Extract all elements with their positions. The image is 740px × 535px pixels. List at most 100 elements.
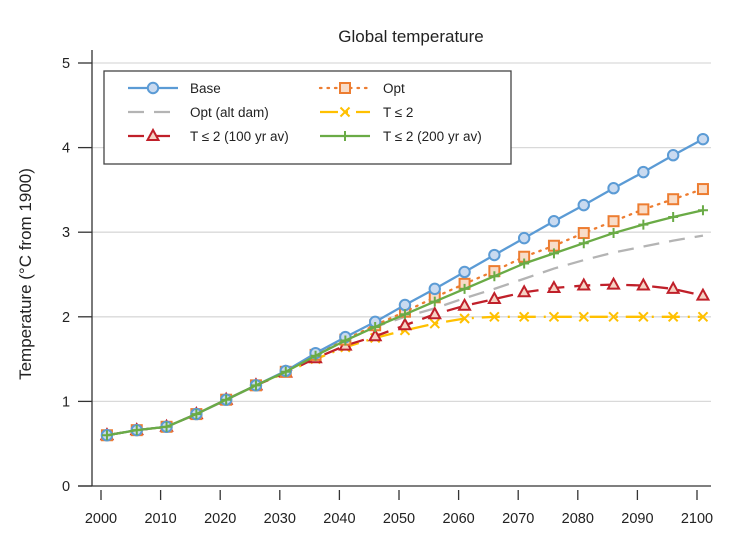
data-point-square — [637, 203, 650, 216]
data-point-plus — [548, 248, 559, 259]
data-point-plus — [191, 409, 202, 420]
data-point-plus — [697, 205, 708, 216]
data-point-square — [696, 183, 709, 196]
data-point-circle — [547, 215, 561, 228]
legend-marker-triangle — [145, 127, 161, 141]
x-tick-label: 2000 — [85, 511, 117, 527]
data-point-x — [697, 311, 709, 323]
data-point-triangle — [457, 297, 472, 311]
data-point-x — [489, 311, 500, 323]
data-point-plus — [221, 394, 232, 405]
data-point-plus — [489, 271, 500, 282]
y-tick-label: 3 — [62, 225, 70, 241]
series-t-2 — [101, 311, 709, 441]
y-axis-ticks: 0 1 2 3 4 5 — [62, 56, 92, 495]
x-tick-label: 2070 — [502, 511, 534, 527]
data-point-triangle — [636, 277, 651, 291]
x-tick-label: 2090 — [621, 511, 653, 527]
data-point-x — [638, 311, 649, 323]
data-point-circle — [607, 182, 620, 195]
legend-label: Base — [190, 81, 221, 96]
series-layer — [99, 132, 711, 442]
legend-item: Base — [128, 81, 221, 96]
series-opt-alt-dam — [106, 234, 704, 437]
legend-marker-plus — [340, 131, 350, 141]
legend-item: Opt (alt dam) — [128, 105, 269, 120]
data-point-x — [518, 311, 530, 323]
data-point-triangle — [487, 290, 502, 305]
legend-label: Opt — [383, 81, 405, 96]
x-tick-label: 2020 — [204, 511, 236, 527]
data-point-x — [578, 311, 589, 323]
y-tick-label: 1 — [62, 394, 70, 410]
y-tick-label: 5 — [62, 56, 70, 72]
legend-label: T ≤ 2 (200 yr av) — [383, 129, 482, 144]
data-point-circle — [666, 149, 680, 162]
series-line — [106, 234, 704, 437]
x-tick-label: 2050 — [383, 511, 415, 527]
y-axis-label: Temperature (°C from 1900) — [16, 168, 35, 380]
data-point-triangle — [695, 287, 711, 301]
data-point-x — [667, 311, 679, 323]
legend-item: T ≤ 2 — [320, 105, 413, 120]
data-point-plus — [131, 425, 142, 436]
legend-marker-x — [339, 106, 351, 118]
data-point-plus — [519, 258, 530, 269]
data-point-circle — [398, 298, 412, 312]
legend: Base Opt Opt (alt dam) T ≤ 2 T ≤ 2 (100 yr a… — [103, 70, 512, 165]
data-point-triangle — [516, 284, 532, 298]
x-tick-label: 2060 — [442, 511, 474, 527]
data-point-x — [459, 313, 470, 324]
data-point-plus — [280, 366, 291, 377]
data-point-triangle — [427, 306, 442, 320]
data-point-x — [548, 311, 560, 323]
data-point-triangle — [397, 317, 413, 331]
series-line — [106, 315, 703, 437]
data-point-plus — [459, 283, 470, 294]
data-point-circle — [696, 132, 710, 146]
data-point-circle — [428, 282, 441, 296]
y-tick-label: 4 — [62, 141, 70, 157]
data-point-plus — [340, 335, 351, 346]
data-point-plus — [310, 350, 321, 361]
legend-box — [103, 70, 512, 165]
data-point-circle — [577, 198, 590, 212]
data-point-triangle — [665, 280, 681, 294]
data-point-plus — [578, 238, 589, 249]
data-point-triangle — [576, 277, 591, 291]
legend-item: T ≤ 2 (100 yr av) — [128, 127, 289, 144]
data-point-plus — [101, 430, 112, 441]
legend-item: Opt — [318, 81, 405, 96]
data-point-circle — [458, 265, 471, 279]
data-point-plus — [161, 421, 172, 432]
data-point-circle — [637, 165, 650, 179]
data-point-plus — [429, 296, 440, 307]
data-point-circle — [517, 231, 531, 245]
data-point-x — [608, 311, 619, 323]
chart-title: Global temperature — [338, 27, 484, 46]
legend-items: Base Opt Opt (alt dam) T ≤ 2 T ≤ 2 (100 yr a… — [128, 81, 482, 144]
data-point-square — [577, 227, 590, 240]
x-tick-label: 2080 — [562, 511, 594, 527]
legend-marker-circle — [146, 81, 160, 95]
x-tick-label: 2040 — [323, 511, 355, 527]
data-point-square — [667, 193, 680, 206]
y-tick-label: 0 — [62, 479, 70, 495]
data-point-square — [607, 215, 620, 228]
legend-item: T ≤ 2 (200 yr av) — [320, 129, 482, 144]
legend-label: Opt (alt dam) — [190, 105, 269, 120]
data-point-plus — [608, 228, 619, 239]
data-point-plus — [399, 309, 410, 320]
data-point-plus — [370, 321, 381, 332]
x-tick-label: 2100 — [681, 511, 713, 527]
data-point-triangle — [606, 276, 621, 290]
series-t-2-200-yr-av — [101, 205, 708, 441]
data-point-triangle — [546, 279, 562, 294]
legend-label: T ≤ 2 (100 yr av) — [190, 129, 289, 144]
x-axis-ticks: 2000 2010 2020 2030 2040 2050 2060 2070 2080 2090… — [85, 490, 713, 527]
data-point-plus — [250, 380, 261, 391]
data-point-plus — [668, 211, 679, 222]
legend-label: T ≤ 2 — [383, 105, 413, 120]
data-point-circle — [488, 248, 501, 262]
data-point-triangle — [367, 328, 383, 342]
